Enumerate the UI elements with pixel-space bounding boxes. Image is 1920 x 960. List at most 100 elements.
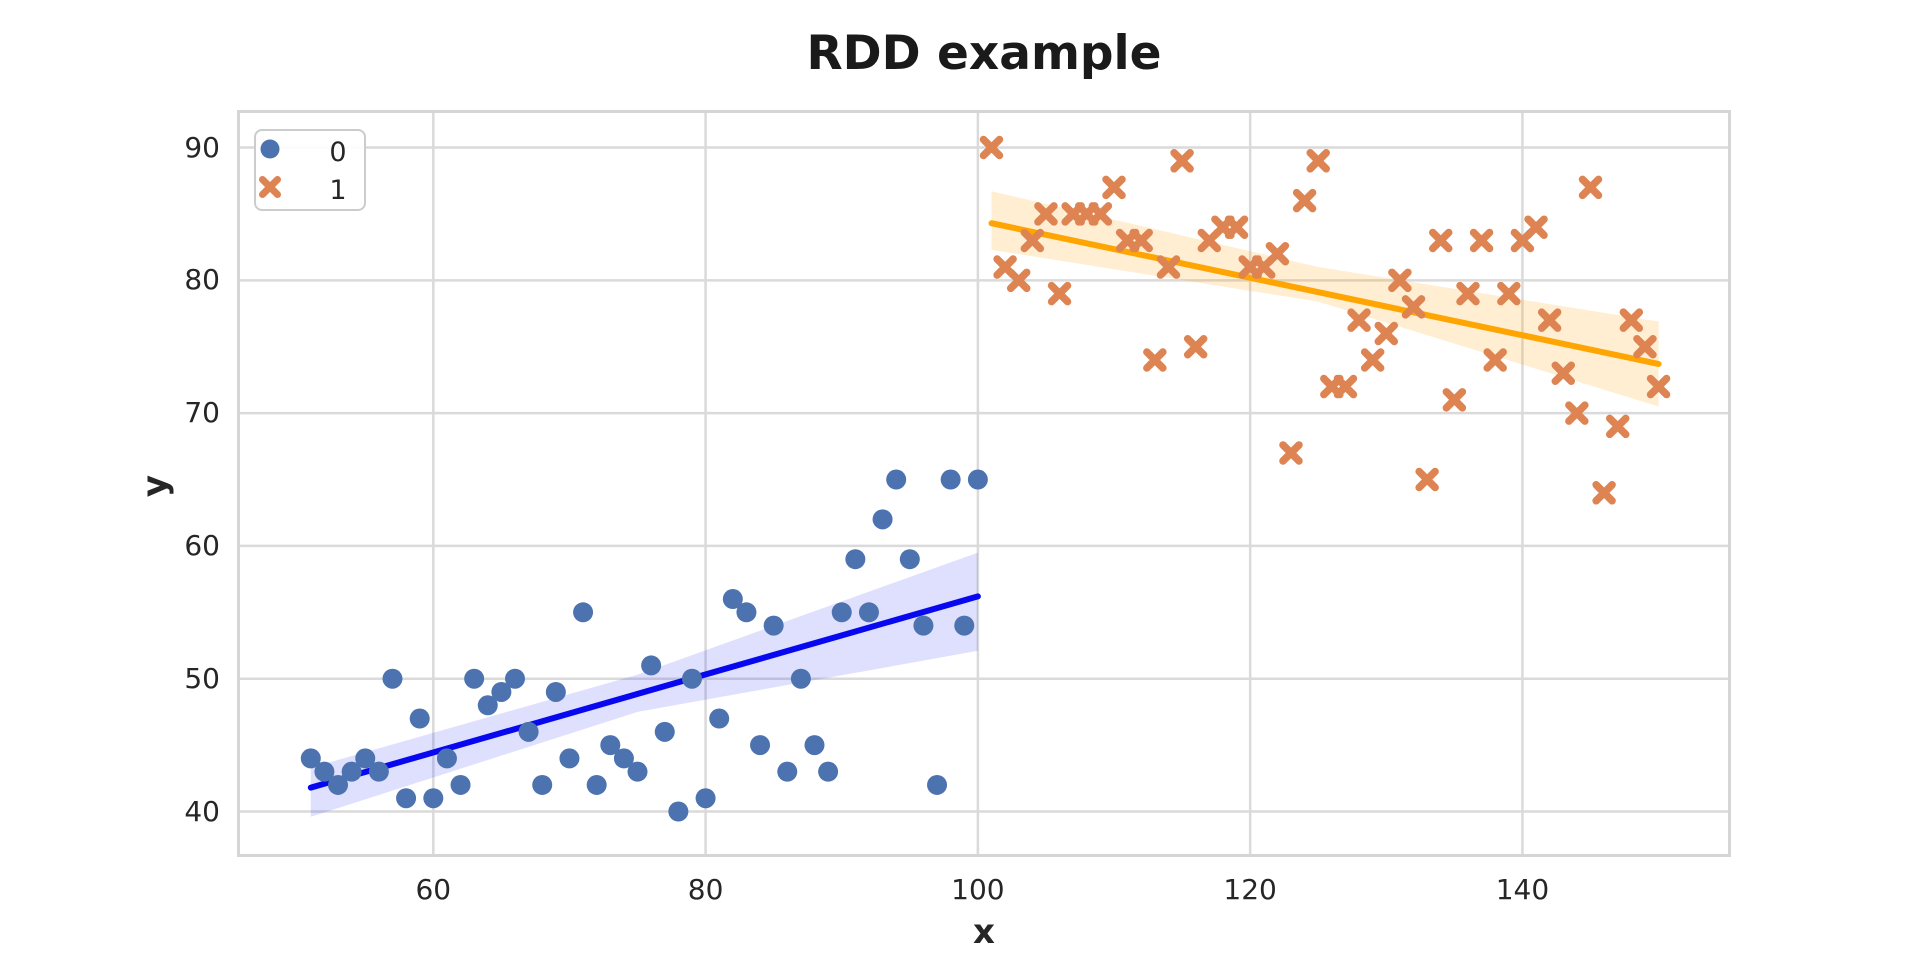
scatter-point-x	[1279, 441, 1303, 465]
scatter-point-x	[1401, 295, 1426, 319]
scatter-point	[967, 469, 988, 490]
scatter-point	[695, 788, 716, 809]
scatter-point	[654, 721, 675, 742]
scatter-point-x	[1183, 334, 1208, 359]
scatter-point	[355, 748, 376, 769]
scatter-point	[450, 774, 471, 795]
scatter-point-x	[1020, 228, 1045, 253]
y-tick-label-70: 70	[184, 396, 220, 430]
scatter-point-x	[1537, 308, 1562, 332]
scatter-point-x	[1619, 308, 1644, 332]
scatter-point	[927, 774, 948, 795]
scatter-point	[559, 748, 580, 769]
y-tick-label-80: 80	[184, 263, 220, 297]
legend-label-0: 0	[329, 137, 347, 168]
legend-entry-1: 1	[256, 173, 364, 211]
scatter-point	[858, 602, 879, 623]
scatter-point-x	[1415, 467, 1439, 492]
scatter-point-x	[1129, 228, 1153, 253]
scatter-point	[750, 735, 771, 756]
scatter-point	[573, 602, 594, 623]
x-axis-label: x	[973, 912, 995, 952]
scatter-point-x	[1333, 374, 1358, 399]
scatter-point	[845, 549, 866, 570]
x-marker-icon	[259, 176, 281, 198]
scatter-point-x	[1456, 281, 1480, 306]
scatter-point-x	[1429, 228, 1453, 253]
scatter-point-x	[1306, 149, 1330, 173]
chart-canvas	[240, 113, 1728, 854]
x-tick-label-80: 80	[687, 873, 724, 906]
scatter-point-x	[1388, 268, 1412, 293]
y-tick-label-50: 50	[184, 661, 220, 695]
scatter-point-x	[1156, 255, 1181, 279]
scatter-series-1	[979, 135, 1671, 505]
scatter-point-x	[1578, 175, 1603, 200]
scatter-point	[382, 668, 403, 689]
scatter-point-x	[1006, 268, 1031, 293]
scatter-point	[627, 761, 648, 782]
circle-marker-icon	[260, 139, 280, 159]
scatter-point	[436, 748, 457, 769]
scatter-point	[641, 655, 662, 676]
scatter-point-x	[1497, 281, 1521, 306]
scatter-point	[600, 735, 621, 756]
x-tick-label-60: 60	[415, 873, 452, 906]
scatter-point	[409, 708, 430, 729]
scatter-point-x	[1170, 149, 1194, 173]
scatter-point-x	[1360, 348, 1385, 372]
scatter-point-x	[1551, 361, 1576, 386]
plot-area: 0 1	[237, 110, 1731, 857]
scatter-series-0	[300, 469, 988, 822]
gridlines	[240, 113, 1728, 854]
x-tick-label-100: 100	[951, 873, 1005, 906]
scatter-point	[886, 469, 907, 490]
scatter-point	[477, 695, 498, 716]
chart-title: RDD example	[806, 26, 1162, 81]
scatter-point	[341, 761, 362, 782]
scatter-point	[328, 774, 349, 795]
scatter-point	[777, 761, 798, 782]
y-tick-label-60: 60	[184, 528, 220, 562]
scatter-point-x	[1565, 401, 1589, 425]
x-tick-label-120: 120	[1223, 873, 1277, 906]
scatter-point-x	[1102, 175, 1126, 200]
scatter-point-x	[1088, 202, 1113, 226]
scatter-point	[790, 668, 811, 689]
scatter-point-x	[1374, 321, 1399, 346]
scatter-point	[586, 774, 607, 795]
scatter-point	[368, 761, 389, 782]
scatter-point	[913, 615, 934, 636]
scatter-point	[831, 602, 852, 623]
y-axis-label: y	[135, 474, 175, 498]
scatter-point	[491, 681, 512, 702]
scatter-point-x	[979, 135, 1004, 160]
scatter-point-x	[1224, 215, 1249, 239]
scatter-point	[872, 509, 893, 530]
scatter-point-x	[1442, 388, 1467, 412]
scatter-point-x	[1347, 308, 1371, 332]
y-tick-label-40: 40	[184, 794, 220, 828]
scatter-point-x	[1646, 374, 1671, 399]
y-tick-label-90: 90	[184, 130, 220, 164]
x-tick-label-140: 140	[1495, 873, 1550, 906]
scatter-point	[532, 774, 553, 795]
scatter-point	[396, 788, 417, 809]
scatter-point	[423, 788, 444, 809]
scatter-point	[505, 668, 526, 689]
scatter-point-x	[1265, 242, 1290, 266]
scatter-point	[736, 602, 757, 623]
scatter-point	[818, 761, 839, 782]
scatter-point	[681, 668, 702, 689]
scatter-point-x	[1524, 215, 1548, 239]
legend: 0 1	[254, 129, 366, 211]
scatter-point	[464, 668, 485, 689]
scatter-point	[804, 735, 825, 756]
legend-entry-0: 0	[256, 135, 364, 173]
scatter-point	[613, 748, 634, 769]
scatter-point-x	[1592, 481, 1616, 505]
scatter-point	[545, 681, 566, 702]
scatter-point	[518, 721, 539, 742]
legend-label-1: 1	[329, 175, 347, 206]
scatter-point	[668, 801, 689, 822]
